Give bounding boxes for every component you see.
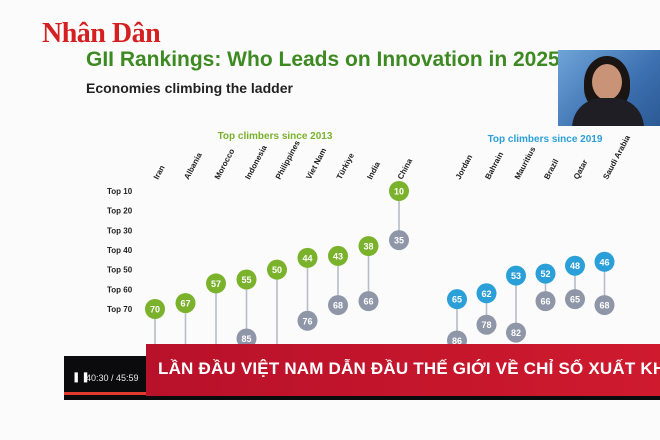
y-axis-label: Top 50 [107, 266, 133, 275]
speaker-webcam [558, 50, 660, 126]
old-rank-dot [328, 295, 348, 316]
old-rank-dot [535, 291, 556, 312]
country-label: Saudi Arabia [601, 133, 632, 181]
nhandan-logo: Nhân Dân [42, 18, 161, 49]
old-rank-label: 65 [570, 295, 580, 305]
slide-title: GII Rankings: Who Leads on Innovation in… [86, 48, 573, 71]
old-rank-dot [476, 314, 497, 335]
video-time: 40:30 / 45:59 [86, 373, 139, 383]
country-label: Jordan [454, 153, 475, 181]
y-axis-label: Top 40 [107, 246, 133, 255]
country-label: Qatar [572, 158, 590, 181]
slide-subtitle: Economies climbing the ladder [86, 80, 293, 96]
country-label: Morocco [213, 147, 237, 181]
y-axis-label: Top 10 [107, 187, 133, 196]
country-label: India [365, 160, 382, 181]
country-label: Mauritius [513, 145, 538, 181]
new-rank-dot [447, 289, 467, 310]
country-label: China [396, 157, 415, 181]
new-rank-label: 65 [452, 295, 462, 305]
country-label: Indonesia [243, 143, 269, 181]
y-axis-label: Top 70 [107, 305, 133, 314]
new-rank-label: 46 [599, 257, 609, 267]
old-rank-label: 66 [363, 297, 373, 307]
old-rank-label: 86 [452, 336, 462, 346]
new-rank-dot [389, 181, 409, 201]
old-rank-label: 68 [599, 301, 609, 311]
old-rank-dot [236, 328, 257, 349]
new-rank-dot [565, 255, 585, 276]
old-rank-label: 82 [511, 328, 521, 338]
ticker-headline: LẦN ĐẦU VIỆT NAM DẪN ĐẦU THẾ GIỚI VỀ CHỈ… [158, 359, 660, 378]
new-rank-dot [506, 265, 526, 286]
new-rank-dot [476, 283, 497, 304]
new-rank-dot [236, 269, 257, 290]
country-label: Iran [152, 164, 167, 181]
new-rank-dot [267, 259, 287, 280]
new-rank-dot [145, 299, 165, 319]
old-rank-dot [506, 322, 526, 343]
new-rank-label: 57 [211, 279, 221, 289]
group-title: Top climbers since 2013 [218, 131, 333, 142]
country-label: Albania [182, 151, 204, 181]
new-rank-label: 48 [570, 261, 580, 271]
y-axis-label: Top 60 [107, 285, 133, 294]
old-rank-label: 85 [241, 334, 251, 344]
pause-icon[interactable]: ❚❚ [72, 372, 91, 383]
old-rank-dot [389, 230, 409, 251]
new-rank-label: 10 [394, 187, 404, 197]
new-rank-dot [358, 236, 379, 257]
speaker-face [592, 64, 622, 100]
y-axis-label: Top 30 [107, 226, 133, 235]
old-rank-dot [565, 289, 585, 310]
new-rank-dot [175, 293, 196, 314]
new-rank-label: 62 [481, 289, 491, 299]
old-rank-label: 35 [394, 236, 404, 246]
new-rank-dot [206, 273, 226, 294]
news-ticker: LẦN ĐẦU VIỆT NAM DẪN ĐẦU THẾ GIỚI VỀ CHỈ… [146, 344, 660, 396]
country-label: Türkiye [335, 151, 357, 181]
country-label: Philippines [274, 139, 302, 181]
country-label: Bahrain [483, 150, 505, 181]
new-rank-dot [535, 263, 556, 284]
new-rank-label: 67 [180, 299, 190, 309]
new-rank-dot [297, 247, 318, 268]
new-rank-dot [328, 245, 348, 266]
old-rank-dot [594, 295, 615, 316]
country-label: Viet Nam [304, 147, 328, 181]
new-rank-dot [594, 251, 615, 272]
new-rank-label: 50 [272, 265, 282, 275]
old-rank-label: 66 [540, 297, 550, 307]
old-rank-dot [358, 291, 379, 312]
new-rank-label: 55 [241, 275, 251, 285]
new-rank-label: 38 [363, 242, 373, 252]
new-rank-label: 44 [302, 253, 312, 263]
old-rank-label: 76 [302, 316, 312, 326]
new-rank-label: 52 [540, 269, 550, 279]
old-rank-label: 68 [333, 301, 343, 311]
group-title: Top climbers since 2019 [488, 134, 603, 145]
new-rank-label: 70 [150, 305, 160, 315]
old-rank-dot [297, 310, 318, 331]
new-rank-label: 53 [511, 271, 521, 281]
new-rank-label: 43 [333, 251, 343, 261]
y-axis-label: Top 20 [107, 207, 133, 216]
country-label: Brazil [542, 157, 560, 180]
old-rank-label: 78 [481, 320, 491, 330]
